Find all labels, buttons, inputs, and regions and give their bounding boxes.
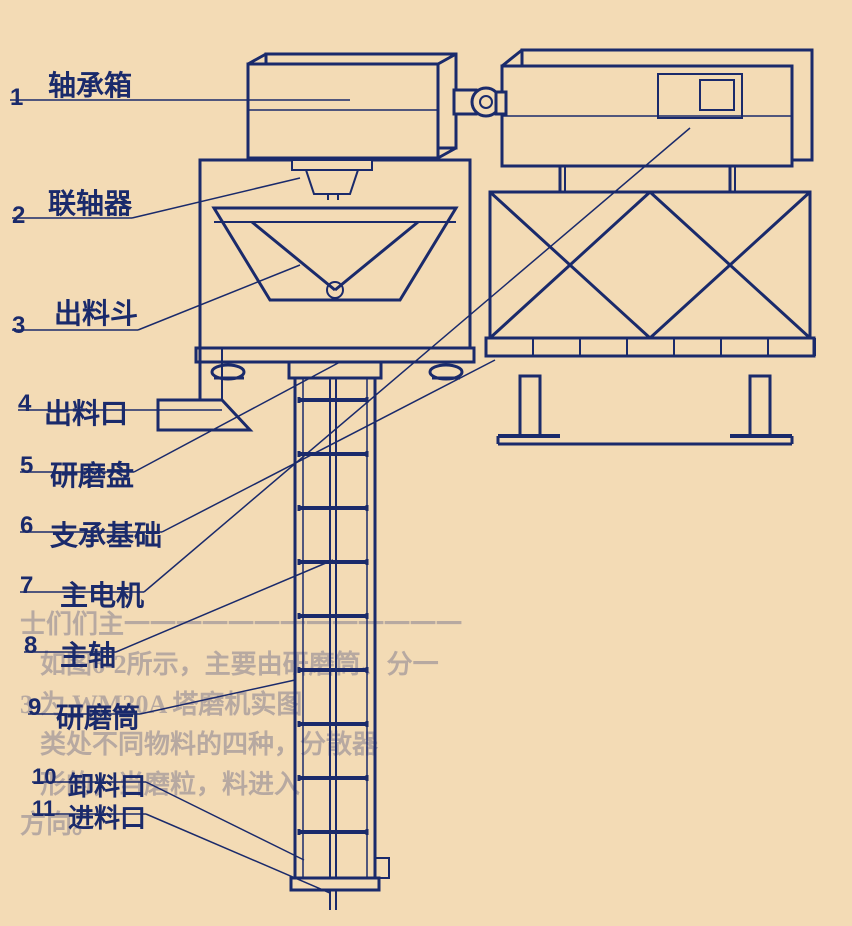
ghost-text-line: 方向。 bbox=[20, 804, 98, 841]
label-number-6: 6 bbox=[20, 512, 33, 540]
label-number-3: 3 bbox=[12, 312, 25, 340]
label-number-5: 5 bbox=[20, 452, 33, 480]
label-text-4: 出料口 bbox=[44, 392, 128, 432]
ghost-text-line: 士们们主一一一一一一一一一一一一一 bbox=[20, 604, 462, 641]
label-text-2: 联轴器 bbox=[48, 182, 132, 222]
label-number-4: 4 bbox=[18, 390, 31, 418]
ghost-text-line: 如图6-2所示，主要由研磨筒、分一 bbox=[40, 644, 439, 681]
label-text-5: 研磨盘 bbox=[50, 454, 134, 494]
label-text-3: 出料斗 bbox=[54, 292, 138, 332]
label-number-7: 7 bbox=[20, 572, 33, 600]
label-text-1: 轴承箱 bbox=[48, 64, 132, 104]
ghost-text-line: 类处不同物料的四种，分散器 bbox=[40, 724, 378, 761]
ghost-text-line: 3 为 WM30A 塔磨机实图 bbox=[20, 684, 302, 721]
ghost-text-line: 形的，当磨粒，料进入 bbox=[40, 764, 300, 801]
label-text-6: 支承基础 bbox=[50, 514, 162, 554]
label-number-2: 2 bbox=[12, 202, 25, 230]
label-number-1: 1 bbox=[10, 84, 23, 112]
